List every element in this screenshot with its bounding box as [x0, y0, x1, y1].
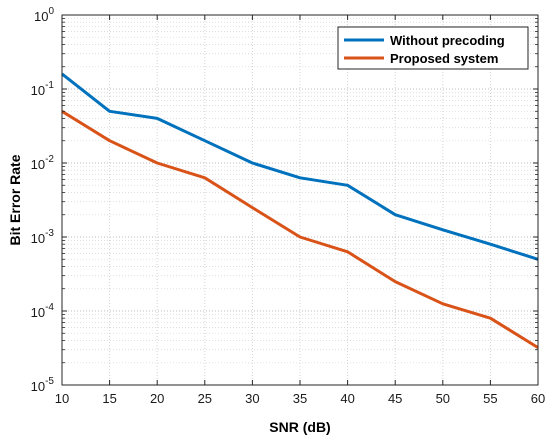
y-tick-label: 10-1: [31, 80, 55, 98]
legend-label-proposed-system: Proposed system: [390, 51, 498, 66]
tick-marks: [61, 14, 539, 386]
y-tick-label: 10-4: [31, 302, 55, 320]
x-tick-label: 20: [150, 391, 164, 406]
series-line-proposed-system: [61, 110, 539, 349]
y-axis-label: Bit Error Rate: [7, 154, 23, 245]
x-tick-labels: 10 15 20 25 30 35 40 45 50 55 60: [55, 391, 545, 406]
series-lines: [61, 72, 539, 349]
y-tick-label: 10-3: [31, 228, 55, 246]
legend: Without precoding Proposed system: [337, 26, 529, 70]
x-tick-label: 55: [483, 391, 497, 406]
legend-box: [337, 26, 529, 70]
y-tick-label: 10-5: [31, 376, 55, 394]
axes-background: [62, 15, 538, 385]
plot-area: [61, 14, 539, 386]
x-tick-label: 35: [293, 391, 307, 406]
x-axis-label: SNR (dB): [269, 419, 330, 435]
grid: [61, 14, 539, 386]
x-tick-label: 40: [340, 391, 354, 406]
y-tick-label: 10-2: [31, 154, 55, 172]
x-tick-label: 45: [388, 391, 402, 406]
x-tick-label: 10: [55, 391, 69, 406]
x-tick-label: 50: [436, 391, 450, 406]
x-tick-label: 60: [531, 391, 545, 406]
x-tick-label: 25: [198, 391, 212, 406]
series-line-without-precoding: [61, 72, 539, 261]
legend-label-without-precoding: Without precoding: [390, 33, 505, 48]
x-tick-label: 30: [245, 391, 259, 406]
x-tick-label: 15: [102, 391, 116, 406]
y-tick-labels: 10-5 10-4 10-3 10-2 10-1 100: [31, 6, 55, 394]
y-tick-label: 100: [34, 6, 54, 24]
